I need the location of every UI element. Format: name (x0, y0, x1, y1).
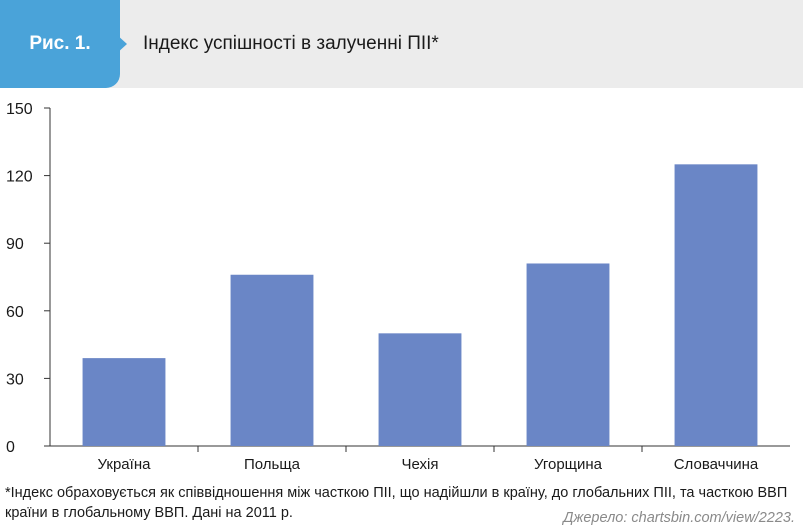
footnote: *Індекс обраховується як співвідношення … (5, 485, 788, 521)
y-tick-label: 150 (6, 101, 33, 118)
x-tick-label: Словаччина (674, 456, 759, 473)
chart-title: Індекс успішності в залученні ПІІ* (143, 33, 439, 54)
bar (82, 358, 166, 446)
figure-label: Рис. 1. (29, 33, 91, 54)
figure-header: Рис. 1. Індекс успішності в залученні ПІ… (0, 0, 803, 88)
y-tick-label: 0 (6, 439, 15, 456)
x-tick-label: Угорщина (534, 456, 603, 473)
x-tick-label: Польща (244, 456, 301, 473)
figure-badge: Рис. 1. (0, 0, 120, 88)
x-tick-label: Чехія (402, 456, 439, 473)
bar (230, 274, 314, 446)
y-tick-label: 60 (6, 304, 24, 321)
source-note: Джерело: chartsbin.com/view/2223. (563, 510, 795, 526)
bar (526, 263, 610, 446)
y-tick-label: 120 (6, 169, 33, 186)
y-tick-label: 90 (6, 236, 24, 253)
badge-arrow-icon (116, 34, 127, 54)
bar-chart: 0 30 60 90 120 150 Україна Польща Чехія Угорщина С… (6, 101, 790, 473)
x-tick-label: Україна (98, 456, 152, 473)
bar (674, 164, 758, 446)
bar (378, 333, 462, 446)
y-tick-label: 30 (6, 371, 24, 388)
